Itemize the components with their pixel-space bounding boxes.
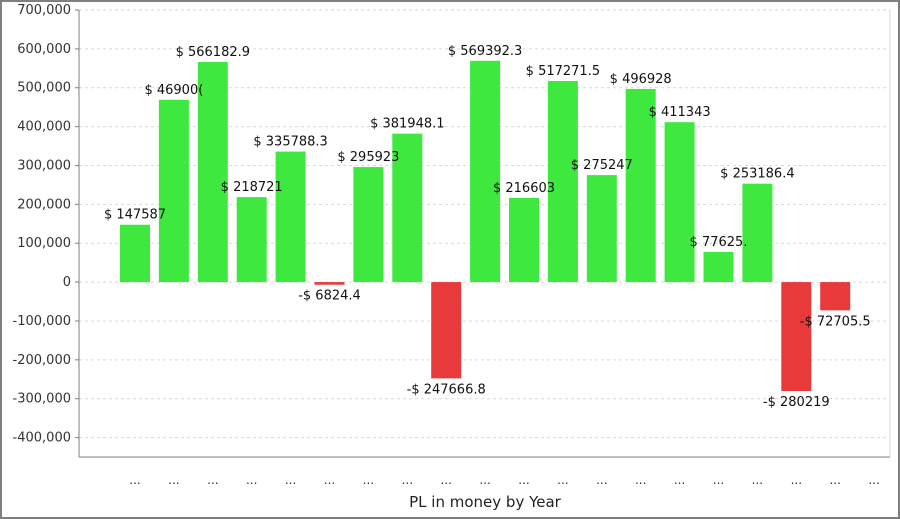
x-category-label: ... xyxy=(829,473,840,487)
data-label: $ 566182.9 xyxy=(176,45,250,60)
bar xyxy=(470,60,501,283)
x-category-label: ... xyxy=(479,473,490,487)
y-tick-label: -200,000 xyxy=(13,353,71,368)
y-tick-label: -300,000 xyxy=(13,392,71,407)
data-label: $ 295923 xyxy=(337,150,399,165)
x-category-label: ... xyxy=(752,473,763,487)
y-tick-label: -100,000 xyxy=(13,314,71,329)
x-category-label: ... xyxy=(129,473,140,487)
data-label: -$ 72705.5 xyxy=(800,314,871,329)
bar xyxy=(820,282,851,311)
data-label: -$ 247666.8 xyxy=(407,382,486,397)
bar xyxy=(353,167,384,283)
x-axis-title: PL in money by Year xyxy=(409,493,562,511)
bar xyxy=(781,282,812,392)
data-labels: $ 147587 $ 46900( $ 566182.9 $ 218721 $ 3357… xyxy=(104,44,871,410)
x-category-label: ... xyxy=(324,473,335,487)
data-label: $ 569392.3 xyxy=(448,44,522,59)
data-label: $ 253186.4 xyxy=(720,167,794,182)
y-tick-label: -400,000 xyxy=(13,431,71,446)
data-label: -$ 6824.4 xyxy=(298,289,361,304)
y-axis-ticks: -400,000 -300,000 -200,000 -100,000 0 100,000… xyxy=(13,3,79,446)
y-tick-label: 300,000 xyxy=(17,158,71,173)
x-category-label: ... xyxy=(557,473,568,487)
x-category-label: ... xyxy=(791,473,802,487)
data-label: $ 46900( xyxy=(144,83,203,98)
data-label: $ 496928 xyxy=(610,72,672,87)
data-label: $ 216603 xyxy=(493,181,555,196)
x-category-label: ... xyxy=(596,473,607,487)
bar xyxy=(120,224,150,283)
bar xyxy=(547,81,578,283)
y-tick-label: 0 xyxy=(63,275,71,290)
y-tick-label: 500,000 xyxy=(17,81,71,96)
bar xyxy=(392,133,423,283)
data-label: $ 147587 xyxy=(104,208,166,223)
axes xyxy=(78,10,891,458)
bar xyxy=(586,175,617,283)
y-tick-label: 100,000 xyxy=(17,236,71,251)
bar xyxy=(742,183,773,283)
bar xyxy=(625,88,656,283)
x-category-label: ... xyxy=(207,473,218,487)
bar xyxy=(664,122,695,283)
bar xyxy=(314,282,345,285)
data-label: $ 275247 xyxy=(571,158,633,173)
data-label: $ 218721 xyxy=(221,180,283,195)
x-category-label: ... xyxy=(518,473,529,487)
bar xyxy=(236,197,267,283)
data-label: $ 411343 xyxy=(649,105,711,120)
data-label: -$ 280219 xyxy=(763,395,830,410)
x-category-label: ... xyxy=(246,473,257,487)
bar xyxy=(275,151,306,283)
data-label: $ 335788.3 xyxy=(253,135,327,150)
y-tick-label: 600,000 xyxy=(17,42,71,57)
data-label: $ 517271.5 xyxy=(526,64,600,79)
bar xyxy=(197,62,228,283)
x-category-label: ... xyxy=(285,473,296,487)
x-category-label: ... xyxy=(363,473,374,487)
x-axis-categories: ........................................… xyxy=(129,473,880,487)
bars xyxy=(120,60,851,392)
x-category-label: ... xyxy=(402,473,413,487)
y-tick-label: 700,000 xyxy=(17,3,71,18)
bar xyxy=(703,251,734,283)
x-category-label: ... xyxy=(868,473,879,487)
data-label: $ 77625. xyxy=(690,235,748,250)
x-category-label: ... xyxy=(635,473,646,487)
data-label: $ 381948.1 xyxy=(370,117,444,132)
x-category-label: ... xyxy=(713,473,724,487)
x-category-label: ... xyxy=(168,473,179,487)
bar xyxy=(509,197,539,283)
bar xyxy=(158,99,189,283)
y-tick-label: 200,000 xyxy=(17,197,71,212)
x-category-label: ... xyxy=(674,473,685,487)
y-tick-label: 400,000 xyxy=(17,120,71,135)
bar xyxy=(431,282,462,379)
x-category-label: ... xyxy=(440,473,451,487)
